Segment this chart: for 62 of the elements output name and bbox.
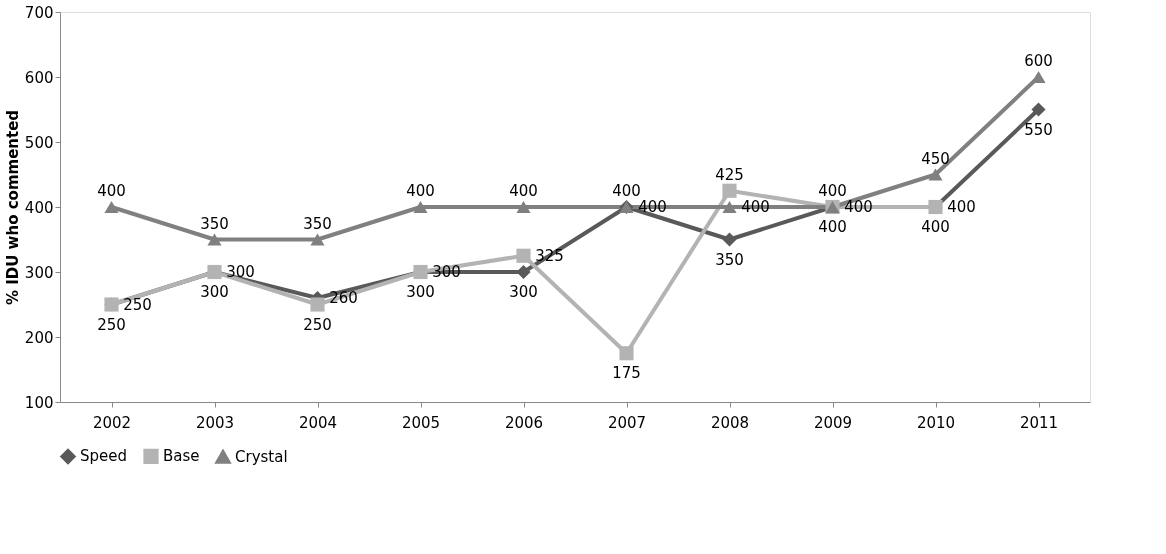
data-label: 300 [200,283,229,301]
data-label: 550 [1024,120,1053,139]
point [516,248,531,263]
data-label: 425 [715,165,744,184]
data-label: 450 [921,149,950,168]
y-tick-label: 100 [24,393,54,412]
point [722,183,737,198]
y-axis-title: % IDU who commented [3,109,22,306]
data-label: 350 [200,214,229,233]
point [516,200,531,214]
data-label: 300 [226,263,255,281]
x-tick-label: 2002 [92,413,132,432]
data-label: 300 [509,283,538,301]
y-tick-label: 500 [24,133,54,152]
x-tick-label: 2005 [401,413,441,432]
data-label: 300 [406,283,435,301]
point [310,233,325,246]
point [722,200,737,214]
point [928,168,943,181]
point [1031,102,1046,117]
x-tick-label: 2011 [1019,413,1059,432]
data-label: 400 [818,182,847,200]
x-tick-label: 2004 [298,413,338,432]
data-label: 300 [432,263,461,281]
data-label: 250 [123,295,152,314]
data-label: 250 [97,315,126,334]
point [207,233,222,246]
legend-label: Base [163,447,200,466]
point [310,297,325,312]
legend-label: Crystal [235,447,288,466]
data-label: 175 [612,364,641,383]
y-tick-label: 400 [24,198,54,217]
data-label: 400 [97,182,126,200]
x-tick-label: 2008 [710,413,750,432]
data-label: 400 [741,198,770,216]
data-label: 600 [1024,52,1053,70]
point [104,200,119,214]
x-tick-label: 2006 [504,413,544,432]
x-tick-label: 2003 [195,413,235,432]
x-tick-label: 2007 [607,413,647,432]
data-label: 400 [509,182,538,200]
y-tick-label: 700 [24,3,54,22]
point [516,264,531,280]
data-label: 250 [303,315,332,334]
x-tick-label: 2010 [916,413,956,432]
point [413,200,428,214]
data-label: 400 [844,198,873,216]
legend-label: Speed [80,447,128,466]
point [722,232,737,247]
data-label: 400 [612,182,641,200]
data-label: 400 [406,182,435,200]
data-label: 400 [818,218,847,236]
x-tick-label: 2009 [813,413,853,432]
data-label: 350 [715,250,744,269]
data-label: 400 [947,198,976,216]
data-label: 350 [303,214,332,233]
y-tick-label: 300 [24,263,54,282]
y-tick-label: 600 [24,68,54,87]
data-label: 400 [921,218,950,236]
point [619,346,634,361]
data-label: 260 [329,289,358,307]
y-tick-label: 200 [24,328,54,347]
